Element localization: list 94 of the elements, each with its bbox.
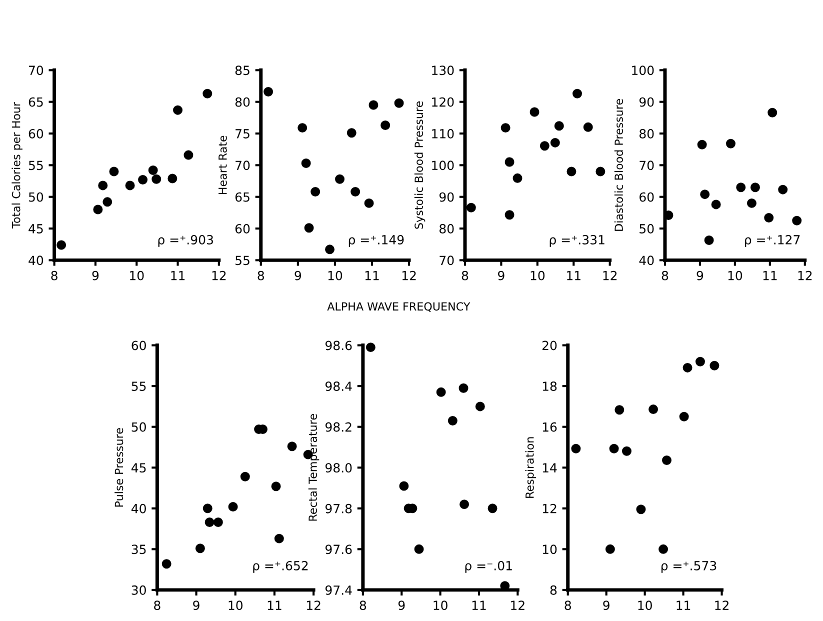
y-tick-label: 50 xyxy=(28,192,44,202)
y-tick-label: 55 xyxy=(28,160,43,170)
y-tick-label: 80 xyxy=(235,97,250,107)
x-tick-label: 10 xyxy=(728,270,742,280)
x-tick-label: 8 xyxy=(258,270,264,280)
y-tick-label: 70 xyxy=(640,160,654,170)
x-tick-label: 8 xyxy=(51,270,58,280)
x-tick-label: 9 xyxy=(193,600,200,610)
y-tick-label: 14 xyxy=(542,463,557,472)
y-tick-label: 50 xyxy=(132,422,146,432)
x-tick-label: 8 xyxy=(360,600,366,610)
x-tick-label: 8 xyxy=(564,600,571,610)
y-tick-label: 40 xyxy=(131,504,146,514)
x-tick-label: 12 xyxy=(511,600,524,610)
x-tick-label: 9 xyxy=(498,270,504,280)
y-tick-label: 90 xyxy=(639,97,654,107)
y-tick-label: 60 xyxy=(235,224,250,234)
annotation: ρ =⁺.573 xyxy=(661,560,716,573)
x-tick-label: 12 xyxy=(402,270,416,280)
y-tick-label: 70 xyxy=(29,66,44,76)
y-tick-label: 12 xyxy=(542,504,556,514)
y-tick-label: 65 xyxy=(28,97,43,107)
x-tick-label: 11 xyxy=(676,600,690,610)
x-tick-label: 9 xyxy=(398,600,405,610)
y-tick-label: 60 xyxy=(28,128,44,138)
annotation: ρ =⁺.127 xyxy=(745,235,800,247)
y-tick-label: 60 xyxy=(132,340,146,350)
annotation: ρ =⁺.331 xyxy=(550,235,604,247)
y-tick-label: 20 xyxy=(542,340,557,350)
x-tick-label: 8 xyxy=(154,600,160,610)
y-tick-label: 97.8 xyxy=(325,504,352,514)
y-tick-label: 16 xyxy=(542,422,557,432)
x-tick-label: 9 xyxy=(696,270,704,280)
y-tick-label: 120 xyxy=(432,97,454,107)
x-tick-label: 9 xyxy=(294,270,302,280)
y-tick-label: 30 xyxy=(132,585,146,595)
y-tick-label: 97.6 xyxy=(325,544,352,554)
y-tick-label: 50 xyxy=(640,224,654,234)
y-tick-label: 35 xyxy=(132,544,146,554)
y-axis-title: Total Calories per Hour xyxy=(12,102,22,228)
y-tick-label: 65 xyxy=(235,192,250,202)
y-tick-label: 98.4 xyxy=(325,382,352,391)
x-tick-label: 8 xyxy=(462,270,468,280)
x-tick-label: 11 xyxy=(567,271,580,280)
x-tick-label: 12 xyxy=(212,270,226,280)
y-tick-label: 130 xyxy=(432,66,454,76)
y-tick-label: 10 xyxy=(542,544,557,554)
y-tick-label: 60 xyxy=(640,192,654,202)
y-tick-label: 98.6 xyxy=(325,340,352,350)
x-tick-label: 12 xyxy=(603,270,617,280)
x-tick-label: 10 xyxy=(530,270,545,280)
y-tick-label: 45 xyxy=(131,463,146,473)
x-tick-label: 9 xyxy=(92,270,99,280)
x-tick-label: 8 xyxy=(662,270,668,280)
y-tick-label: 100 xyxy=(632,66,654,76)
y-axis-title: Pulse Pressure xyxy=(114,428,124,507)
x-tick-label: 11 xyxy=(763,271,777,280)
x-tick-label: 12 xyxy=(798,270,812,280)
y-tick-label: 40 xyxy=(639,256,654,266)
y-axis-title: Diastolic Blood Pressure xyxy=(614,99,623,231)
y-tick-label: 97.4 xyxy=(325,585,352,595)
x-tick-label: 12 xyxy=(715,600,728,610)
y-tick-label: 80 xyxy=(440,224,454,234)
y-axis-title: Respiration xyxy=(525,437,536,498)
y-tick-label: 98.2 xyxy=(325,422,352,432)
y-tick-label: 40 xyxy=(28,256,44,266)
annotation: ρ =⁺.903 xyxy=(158,235,213,247)
y-tick-label: 55 xyxy=(132,382,146,391)
y-tick-label: 80 xyxy=(640,128,654,138)
y-tick-label: 98.0 xyxy=(325,463,352,473)
x-tick-label: 11 xyxy=(365,271,379,280)
x-axis-title: ALPHA WAVE FREQUENCY xyxy=(327,302,470,312)
y-tick-label: 85 xyxy=(235,66,250,76)
y-tick-label: 8 xyxy=(550,585,557,595)
y-axis-title: Heart Rate xyxy=(218,136,227,194)
y-tick-label: 110 xyxy=(432,128,454,138)
x-tick-label: 11 xyxy=(472,600,486,610)
x-tick-label: 10 xyxy=(228,600,242,610)
x-tick-label: 11 xyxy=(171,271,185,280)
y-tick-label: 70 xyxy=(440,256,454,266)
annotation: ρ =⁺.149 xyxy=(348,235,404,247)
y-tick-label: 45 xyxy=(28,224,43,234)
annotation: ρ =⁻.01 xyxy=(465,560,512,573)
y-tick-label: 75 xyxy=(236,129,250,138)
y-tick-label: 70 xyxy=(236,160,250,170)
x-tick-label: 9 xyxy=(603,600,610,610)
y-tick-label: 100 xyxy=(432,160,454,170)
x-tick-label: 12 xyxy=(306,600,320,610)
x-tick-label: 11 xyxy=(268,600,282,610)
y-tick-label: 18 xyxy=(542,382,557,391)
y-tick-label: 90 xyxy=(439,192,454,202)
y-tick-label: 55 xyxy=(236,256,250,266)
y-axis-title: Systolic Blood Pressure xyxy=(414,101,426,229)
annotation: ρ =⁺.652 xyxy=(253,560,308,573)
